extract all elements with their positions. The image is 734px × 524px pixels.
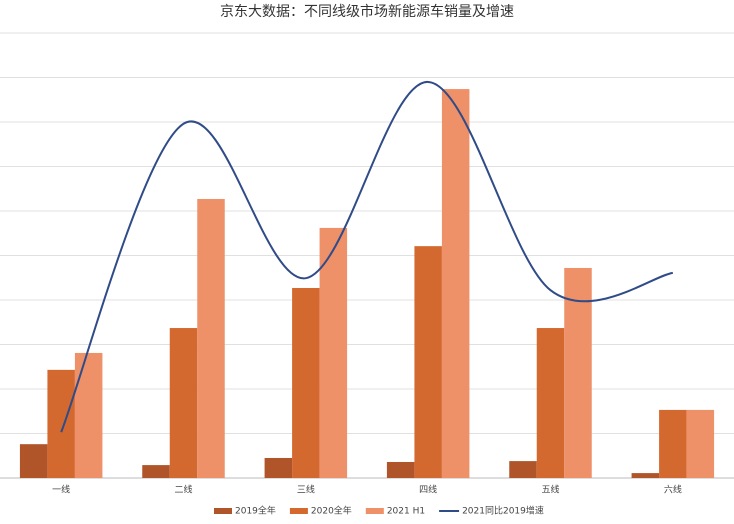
legend-label: 2021 H1 bbox=[387, 507, 425, 517]
legend-label: 2021同比2019增速 bbox=[462, 505, 544, 517]
x-tick-label: 三线 bbox=[297, 484, 315, 496]
bar bbox=[292, 287, 320, 478]
bar bbox=[264, 457, 293, 478]
chart-title: 京东大数据：不同线级市场新能源车销量及增速 bbox=[220, 3, 514, 20]
x-tick-label: 六线 bbox=[664, 484, 682, 496]
bar bbox=[564, 267, 592, 478]
bar bbox=[19, 444, 48, 478]
x-tick-label: 五线 bbox=[541, 484, 559, 496]
legend-swatch bbox=[214, 508, 232, 514]
x-tick-label: 一线 bbox=[52, 484, 70, 496]
legend-swatch bbox=[289, 508, 308, 514]
bar bbox=[47, 369, 75, 478]
bar bbox=[509, 461, 537, 478]
bar bbox=[441, 89, 470, 478]
bar bbox=[74, 352, 103, 478]
x-tick-label: 四线 bbox=[419, 484, 437, 496]
line bbox=[60, 80, 674, 433]
bar bbox=[414, 246, 442, 478]
bar bbox=[536, 328, 565, 478]
legend-label: 2019全年 bbox=[235, 505, 276, 517]
bar bbox=[169, 328, 198, 478]
bar bbox=[386, 461, 415, 478]
bar bbox=[142, 465, 170, 478]
bar bbox=[686, 409, 715, 478]
bar bbox=[197, 198, 225, 479]
legend-swatch bbox=[365, 508, 384, 514]
x-tick-label: 二线 bbox=[174, 484, 192, 496]
legend-label: 2020全年 bbox=[311, 505, 352, 517]
bar bbox=[319, 227, 348, 478]
bar bbox=[659, 409, 687, 478]
bar bbox=[631, 473, 660, 478]
